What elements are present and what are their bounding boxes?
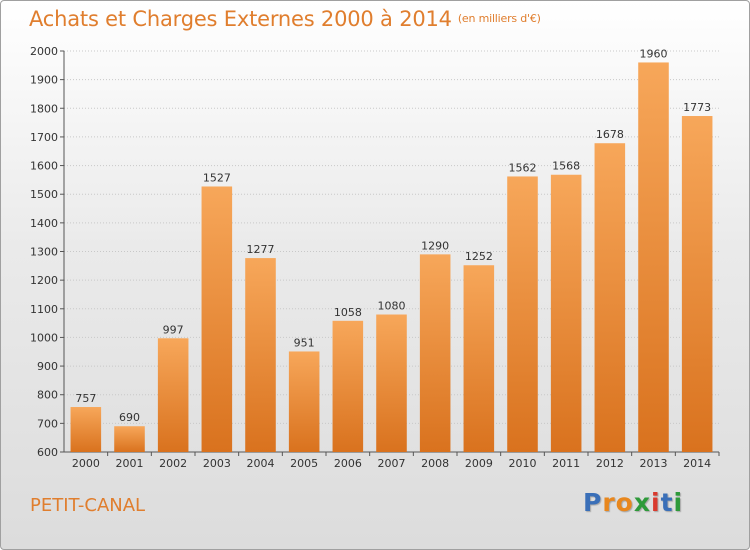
logo-letter: o: [615, 488, 634, 517]
logo-letter: P: [583, 488, 603, 517]
value-label-2002: 997: [163, 323, 184, 336]
bar-2001: [114, 426, 145, 452]
bar-2014: [681, 116, 713, 452]
value-label-2009: 1252: [465, 250, 493, 263]
x-tick-label-2002: 2002: [159, 457, 187, 470]
y-tick-label: 1500: [30, 188, 58, 201]
value-label-2010: 1562: [509, 161, 537, 174]
bar-2011: [550, 174, 582, 453]
value-label-2006: 1058: [334, 306, 362, 319]
chart-title: Achats et Charges Externes 2000 à 2014 (e…: [29, 7, 541, 31]
x-tick-label-2006: 2006: [334, 457, 362, 470]
value-label-2011: 1568: [552, 160, 580, 173]
x-tick-label-2004: 2004: [247, 457, 275, 470]
x-tick-label-2000: 2000: [72, 457, 100, 470]
y-tick-label: 800: [37, 389, 58, 402]
y-tick-label: 1800: [30, 102, 58, 115]
x-tick-label-2014: 2014: [683, 457, 711, 470]
bar-2000: [70, 407, 102, 452]
bar-2012: [594, 143, 626, 453]
y-tick-label: 1000: [30, 331, 58, 344]
logo-letter: i: [673, 488, 684, 517]
x-tick-label-2011: 2011: [552, 457, 580, 470]
bar-2004: [245, 258, 276, 452]
value-label-2004: 1277: [247, 243, 275, 256]
bar-2003: [201, 186, 233, 452]
bar-2002: [157, 338, 189, 452]
commune-name: PETIT-CANAL: [30, 495, 146, 516]
y-tick-label: 700: [37, 417, 58, 430]
bar-2008: [419, 254, 451, 452]
x-tick-label-2013: 2013: [640, 457, 668, 470]
x-tick-label-2010: 2010: [509, 457, 537, 470]
chart-subtitle: (en milliers d'€): [457, 12, 541, 25]
x-tick-label-2009: 2009: [465, 457, 493, 470]
y-tick-label: 1100: [30, 303, 58, 316]
value-label-2014: 1773: [683, 101, 711, 114]
y-tick-label: 900: [37, 360, 58, 373]
y-tick-label: 1300: [30, 246, 58, 259]
logo-letter: i: [651, 488, 661, 517]
y-tick-label: 2000: [30, 45, 58, 58]
proxiti-logo: Proxiti: [583, 488, 683, 517]
value-label-2001: 690: [119, 411, 140, 424]
value-label-2003: 1527: [203, 171, 231, 184]
bar-2007: [376, 314, 407, 452]
y-tick-label: 1700: [30, 131, 58, 144]
x-tick-label-2003: 2003: [203, 457, 231, 470]
title-text: Achats et Charges Externes 2000 à 2014: [29, 7, 452, 31]
y-tick-label: 1200: [30, 274, 58, 287]
x-tick-label-2012: 2012: [596, 457, 624, 470]
y-tick-label: 600: [37, 446, 58, 459]
bar-2006: [332, 320, 364, 452]
bar-2010: [507, 176, 538, 452]
y-tick-label: 1600: [30, 160, 58, 173]
x-tick-label-2007: 2007: [378, 457, 406, 470]
value-label-2007: 1080: [378, 300, 406, 313]
y-tick-label: 1400: [30, 217, 58, 230]
x-tick-label-2008: 2008: [421, 457, 449, 470]
value-label-2005: 951: [294, 336, 315, 349]
value-label-2013: 1960: [640, 47, 668, 60]
bar-2013: [638, 62, 669, 452]
logo-letter: x: [633, 488, 651, 517]
value-label-2000: 757: [75, 392, 96, 405]
x-tick-label-2001: 2001: [116, 457, 144, 470]
bar-2005: [288, 351, 320, 452]
logo-letter: r: [602, 488, 616, 517]
y-tick-label: 1900: [30, 74, 58, 87]
x-tick-label-2005: 2005: [290, 457, 318, 470]
logo-letter: t: [660, 488, 674, 517]
value-label-2008: 1290: [421, 239, 449, 252]
bar-2009: [463, 265, 495, 452]
value-label-2012: 1678: [596, 128, 624, 141]
